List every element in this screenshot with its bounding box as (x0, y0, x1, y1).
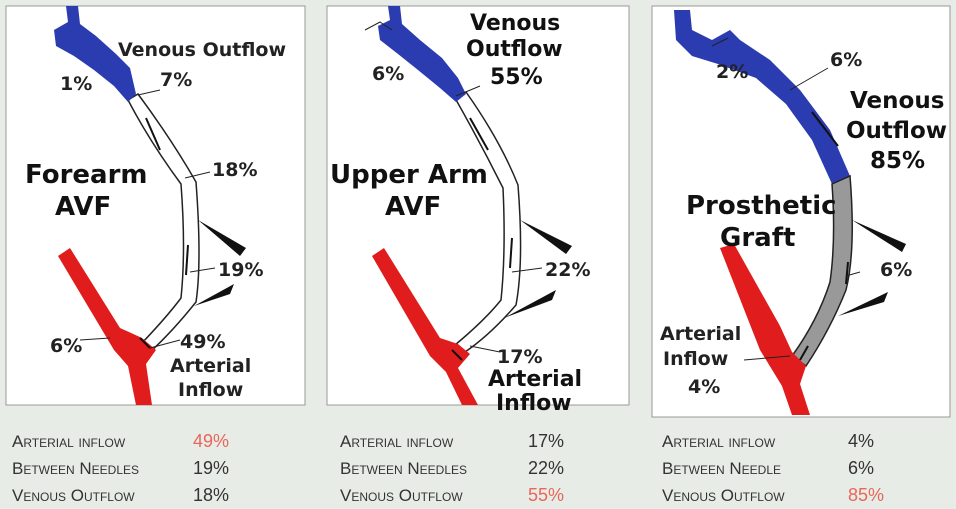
title: Upper Arm (330, 160, 488, 190)
table-value: 19% (193, 458, 229, 478)
label: Inflow (663, 348, 728, 370)
title: Prosthetic (686, 191, 837, 221)
tables: Arterial inflow 49% Between Needles 19% Veno… (12, 431, 884, 505)
title: AVF (55, 192, 111, 222)
table-label: Venous Outflow (662, 486, 785, 505)
table-label: Between Needles (12, 459, 139, 478)
label: Venous (470, 11, 560, 36)
label: 4% (688, 376, 720, 398)
title: Forearm (25, 160, 147, 190)
table-label: Arterial inflow (662, 432, 776, 451)
table-value: 49% (193, 431, 229, 451)
vessels (364, 6, 572, 405)
label: Inflow (178, 379, 243, 401)
table-value: 22% (528, 458, 564, 478)
table-label: Between Needle (662, 459, 781, 478)
label: Arterial (488, 367, 582, 392)
label: 6% (50, 335, 82, 357)
panel-frame (651, 5, 951, 418)
table-value: 6% (848, 458, 874, 478)
table-label: Between Needles (340, 459, 467, 478)
table-label: Arterial inflow (340, 432, 454, 451)
table-label: Venous Outflow (340, 486, 463, 505)
label: 18% (212, 159, 257, 181)
label: 19% (218, 259, 263, 281)
label: Inflow (496, 391, 572, 416)
label: Arterial (170, 355, 251, 377)
vessels (674, 10, 906, 415)
label: 1% (60, 73, 92, 95)
table-value: 17% (528, 431, 564, 451)
label: 7% (160, 69, 192, 91)
label: Venous Outflow (118, 39, 286, 61)
table-label: Arterial inflow (12, 432, 126, 451)
label: 85% (870, 148, 925, 174)
label: 6% (830, 49, 862, 71)
label: 6% (880, 259, 912, 281)
label: Outflow (466, 37, 563, 62)
label: Venous (850, 88, 944, 114)
title: Graft (720, 223, 795, 253)
table-value: 4% (848, 431, 874, 451)
label: Arterial (660, 323, 741, 345)
label: 22% (545, 259, 590, 281)
label: Outflow (846, 118, 947, 144)
label: 2% (716, 61, 748, 83)
table-value: 55% (528, 485, 564, 505)
vessels (54, 6, 246, 405)
label: 6% (372, 63, 404, 85)
title: AVF (385, 192, 441, 222)
table-label: Venous Outflow (12, 486, 135, 505)
label: 17% (497, 346, 542, 368)
table-value: 18% (193, 485, 229, 505)
table-value: 85% (848, 485, 884, 505)
label: 55% (490, 65, 543, 90)
label: 49% (180, 331, 225, 353)
